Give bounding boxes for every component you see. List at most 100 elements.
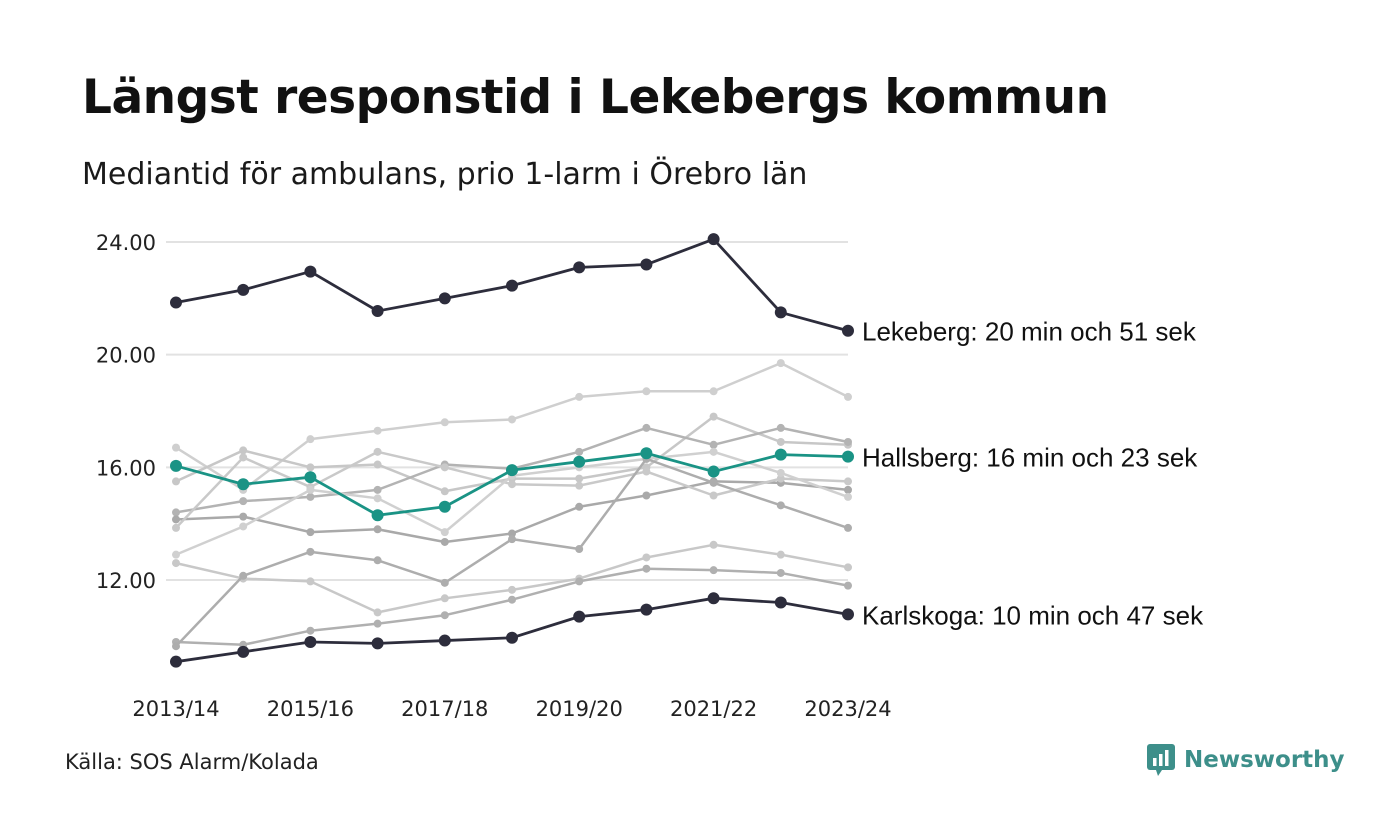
data-point xyxy=(709,566,718,575)
data-point xyxy=(373,556,382,565)
newsworthy-logo-icon xyxy=(1147,744,1175,776)
data-point xyxy=(172,443,180,452)
x-tick-label: 2021/22 xyxy=(670,697,757,721)
data-point xyxy=(640,603,653,616)
data-point xyxy=(642,491,651,500)
data-point xyxy=(239,522,248,531)
data-point xyxy=(642,387,651,396)
data-point xyxy=(170,296,182,309)
data-point xyxy=(371,637,384,650)
data-point xyxy=(640,258,653,271)
data-point xyxy=(506,464,518,477)
data-point xyxy=(373,494,382,503)
data-point xyxy=(440,594,449,603)
data-point xyxy=(239,497,248,506)
series-end-label: Karlskoga: 10 min och 47 sek xyxy=(862,600,1204,630)
data-point xyxy=(440,487,449,496)
data-point xyxy=(371,305,384,318)
y-tick-label: 20.00 xyxy=(96,344,156,368)
data-point xyxy=(371,509,384,522)
brand-logo: Newsworthy xyxy=(1146,743,1345,777)
data-point xyxy=(304,635,317,648)
data-point xyxy=(506,631,518,644)
data-point xyxy=(709,478,718,487)
data-point xyxy=(642,553,651,562)
data-point xyxy=(709,440,718,449)
data-point xyxy=(440,528,449,537)
data-point xyxy=(172,559,180,568)
series-end-label: Lekeberg: 20 min och 51 sek xyxy=(862,317,1197,347)
data-point xyxy=(440,418,449,427)
data-point xyxy=(575,392,584,401)
data-point xyxy=(440,463,449,472)
data-point xyxy=(776,423,785,432)
data-point xyxy=(440,578,449,587)
chart-title: Längst responstid i Lekebergs kommun xyxy=(82,70,1109,125)
data-point xyxy=(306,577,315,586)
data-point xyxy=(642,564,651,573)
y-tick-label: 16.00 xyxy=(96,456,156,480)
data-point xyxy=(709,387,718,396)
data-point xyxy=(239,512,248,521)
data-point xyxy=(306,492,315,501)
x-tick-label: 2015/16 xyxy=(267,697,354,721)
data-point xyxy=(170,459,182,472)
data-point xyxy=(440,537,449,546)
data-point xyxy=(170,655,182,668)
data-point xyxy=(573,261,586,274)
data-point xyxy=(172,642,180,651)
data-point xyxy=(707,592,720,605)
data-point xyxy=(306,435,315,444)
y-tick-label: 12.00 xyxy=(96,569,156,593)
data-point xyxy=(438,292,451,305)
data-point xyxy=(640,447,653,460)
gridlines xyxy=(166,241,848,581)
data-point xyxy=(844,477,852,486)
data-point xyxy=(707,233,720,246)
data-point xyxy=(642,467,651,476)
data-point xyxy=(508,595,516,604)
data-point xyxy=(844,523,852,532)
data-point xyxy=(844,581,852,590)
data-point xyxy=(575,481,584,490)
data-point xyxy=(438,634,451,647)
data-point xyxy=(373,485,382,494)
data-point xyxy=(237,478,250,491)
data-point xyxy=(844,437,852,446)
data-point xyxy=(306,528,315,537)
data-point xyxy=(508,415,516,424)
data-point xyxy=(237,283,250,296)
data-point xyxy=(844,563,852,572)
data-point xyxy=(844,492,852,501)
data-point xyxy=(776,568,785,577)
data-point xyxy=(237,645,250,658)
x-tick-label: 2017/18 xyxy=(401,697,488,721)
data-point xyxy=(842,324,854,337)
data-point xyxy=(373,619,382,628)
brand-name: Newsworthy xyxy=(1184,747,1345,773)
data-point xyxy=(776,468,785,477)
data-point xyxy=(774,306,787,319)
data-point xyxy=(438,500,451,513)
data-point xyxy=(508,535,516,544)
x-tick-label: 2023/24 xyxy=(804,697,891,721)
data-point xyxy=(776,501,785,510)
data-point xyxy=(575,545,584,554)
data-point xyxy=(642,423,651,432)
series-end-label: Hallsberg: 16 min och 23 sek xyxy=(862,443,1198,473)
data-point xyxy=(842,450,854,463)
data-point xyxy=(508,585,516,594)
data-point xyxy=(575,474,584,483)
line-chart: 12.00 16.00 20.00 24.00 2013/14 2015/16 2017/… xyxy=(96,231,1204,721)
data-point xyxy=(776,437,785,446)
data-point xyxy=(172,550,180,559)
data-point xyxy=(440,611,449,620)
data-point xyxy=(506,279,518,292)
data-point xyxy=(774,596,787,609)
source-note: Källa: SOS Alarm/Kolada xyxy=(65,750,319,774)
data-point xyxy=(373,525,382,534)
x-tick-label: 2013/14 xyxy=(132,697,219,721)
data-point xyxy=(575,577,584,586)
data-point xyxy=(508,529,516,538)
highlighted-series xyxy=(170,233,854,668)
